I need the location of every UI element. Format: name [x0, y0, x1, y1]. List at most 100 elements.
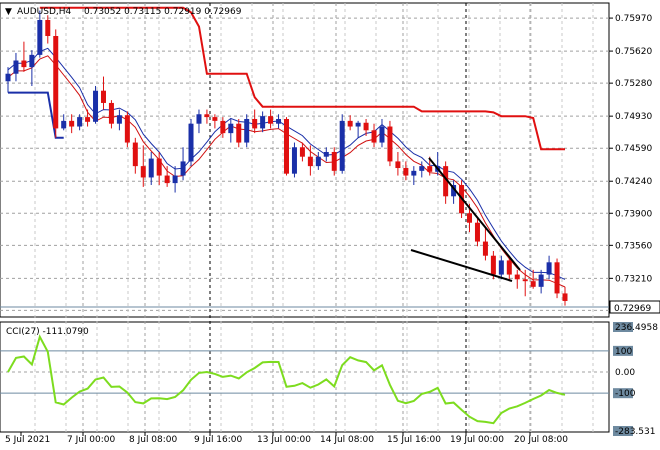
candle	[291, 142, 297, 178]
candle	[276, 114, 282, 129]
candle	[315, 151, 321, 170]
candle-body	[363, 122, 369, 131]
candle-body	[284, 118, 289, 174]
cci-level-box	[613, 426, 633, 436]
current-price-marker: 0.72969	[0, 300, 660, 314]
cci-panel[interactable]	[0, 321, 610, 433]
lower-channel-line	[8, 91, 64, 139]
candle-body	[236, 123, 242, 143]
cci-tick-label: 100	[615, 347, 632, 357]
candle	[411, 166, 417, 185]
candle-body	[140, 166, 146, 178]
candle	[482, 227, 488, 261]
price-tick-label: 0.75620	[615, 47, 652, 57]
cci-tick-label: 0.00	[615, 368, 635, 378]
candle-body	[276, 118, 282, 124]
cci-tick-label: 236.4958	[615, 323, 658, 333]
cci-level-box	[613, 345, 633, 356]
candle-body	[299, 147, 305, 157]
candle-body	[554, 262, 560, 294]
candle-body	[53, 36, 59, 129]
candle	[307, 145, 313, 176]
time-tick-label: 13 Jul 00:00	[257, 435, 311, 445]
candle	[522, 269, 528, 297]
candle	[244, 114, 250, 148]
candle	[554, 258, 560, 299]
cci-axis: 236.4958 100 0.00 -100 -283.531	[613, 322, 658, 437]
candle	[116, 109, 122, 131]
candle	[371, 123, 377, 148]
candle	[498, 255, 504, 280]
candle-body	[188, 123, 194, 162]
candle-body	[546, 262, 552, 275]
candle	[538, 269, 544, 294]
candle	[562, 286, 568, 306]
candle	[451, 180, 457, 204]
candle	[339, 114, 345, 174]
candle-body	[498, 260, 504, 275]
candle-body	[124, 115, 130, 143]
time-tick-label: 7 Jul 00:00	[67, 435, 116, 445]
candle	[395, 151, 401, 176]
candle-body	[315, 156, 321, 167]
candle-body	[451, 184, 457, 197]
candle-body	[538, 274, 544, 287]
candle	[260, 111, 266, 133]
price-tick-label: 0.75970	[615, 14, 652, 24]
candle-body	[419, 166, 425, 171]
candle	[196, 109, 202, 134]
candle	[148, 151, 154, 185]
candle	[284, 117, 289, 176]
candle-body	[291, 147, 297, 174]
cci-level-box	[613, 322, 633, 332]
candle-body	[268, 116, 274, 124]
candle	[53, 29, 59, 138]
current-price-label: 0.72969	[614, 304, 651, 314]
price-tick-label: 0.73560	[615, 241, 652, 251]
candle	[212, 114, 218, 129]
candle-body	[506, 260, 512, 275]
candle	[124, 111, 130, 148]
candle-body	[403, 168, 409, 176]
candle-body	[156, 158, 162, 176]
cci-tick-label: -100	[615, 389, 636, 399]
candle	[236, 118, 242, 148]
candle	[443, 161, 449, 204]
candle-body	[379, 126, 385, 143]
candle-body	[482, 241, 488, 256]
candle-body	[45, 19, 51, 37]
candle-body	[228, 123, 234, 134]
trendline-upper[interactable]	[428, 157, 521, 271]
time-tick-label: 14 Jul 08:00	[320, 435, 374, 445]
trendline-lower[interactable]	[410, 249, 513, 282]
candle-body	[467, 213, 473, 223]
candle-body	[85, 117, 91, 122]
candle-body	[522, 279, 528, 282]
candle-body	[514, 274, 520, 280]
upper-channel-line	[39, 6, 565, 151]
candle-body	[252, 118, 258, 129]
candle-body	[148, 158, 154, 178]
candle	[474, 217, 480, 247]
candles	[5, 10, 568, 306]
candle	[156, 151, 162, 185]
candle	[530, 269, 536, 289]
price-tick-label: 0.74930	[615, 112, 652, 122]
candle	[69, 114, 75, 134]
candle	[546, 255, 552, 280]
candle-body	[490, 255, 496, 275]
cci-line	[7, 334, 566, 425]
price-tick-label: 0.75280	[615, 79, 652, 89]
candle-body	[530, 281, 536, 287]
time-tick-label: 8 Jul 08:00	[129, 435, 178, 445]
candle	[5, 67, 11, 93]
cci-level-box	[613, 388, 633, 399]
candle-body	[323, 151, 329, 157]
candle	[108, 100, 114, 129]
candle-body	[196, 114, 202, 124]
candle	[204, 109, 210, 124]
candle-body	[562, 293, 568, 301]
candle-body	[100, 90, 106, 103]
chart-collapse-icon[interactable]: ▼	[5, 7, 12, 17]
